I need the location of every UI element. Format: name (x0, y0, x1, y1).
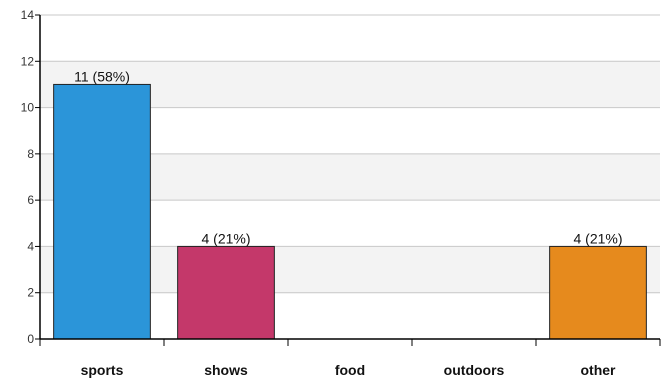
axes (35, 14, 661, 346)
x-tick-label: other (581, 362, 617, 378)
bar-sports (53, 83, 151, 340)
x-tick-label: sports (81, 362, 124, 378)
x-tick-label: food (335, 362, 365, 378)
y-tick-label: 4 (27, 239, 34, 253)
data-label: 11 (58%) (74, 68, 130, 84)
bar-shows (177, 245, 275, 340)
y-tick-label: 8 (27, 147, 34, 161)
x-tick-label: shows (204, 362, 248, 378)
x-tick-label: outdoors (444, 362, 505, 378)
labels: 0 2 4 6 8 10 12 14 11 (58%) sports 4 (21%) shows foo… (21, 8, 623, 378)
y-tick-label: 10 (21, 101, 35, 115)
bar-other (549, 245, 647, 340)
y-tick-label: 12 (21, 54, 35, 68)
y-tick-label: 0 (27, 332, 34, 346)
data-label: 4 (21%) (573, 230, 622, 246)
data-label: 4 (21%) (201, 230, 250, 246)
y-tick-label: 14 (21, 8, 35, 22)
y-tick-label: 2 (27, 286, 34, 300)
bars (53, 83, 647, 340)
y-tick-label: 6 (27, 193, 34, 207)
